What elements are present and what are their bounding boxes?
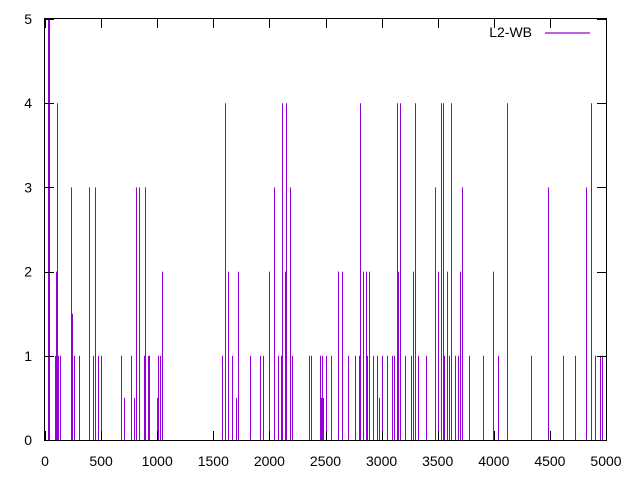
axis-ticks [45,19,607,441]
legend-label: L2-WB [489,24,532,40]
x-tick-label: 5000 [590,453,621,469]
x-tick-label: 1000 [142,453,173,469]
x-tick-label: 500 [89,453,113,469]
x-tick-label: 3500 [422,453,453,469]
x-tick-label: 2000 [254,453,285,469]
x-tick-label: 3000 [366,453,397,469]
y-tick-label: 1 [24,348,32,364]
x-tick-label: 0 [41,453,49,469]
y-tick-label: 4 [24,95,32,111]
series-impulses [48,19,603,440]
x-tick-label: 4000 [478,453,509,469]
y-tick-label: 3 [24,179,32,195]
x-tick-label: 2500 [310,453,341,469]
y-tick-label: 0 [24,432,32,448]
y-tick-label: 2 [24,264,32,280]
x-tick-label: 4500 [534,453,565,469]
y-tick-label: 5 [24,11,32,27]
x-axis-tick-labels: 0 500 1000 1500 2000 2500 3000 3500 4000 4500 5000 [41,453,622,469]
y-axis-tick-labels: 0 1 2 3 4 5 [24,11,32,448]
plot-frame [44,18,607,441]
legend: L2-WB [489,24,590,40]
x-tick-label: 1500 [198,453,229,469]
